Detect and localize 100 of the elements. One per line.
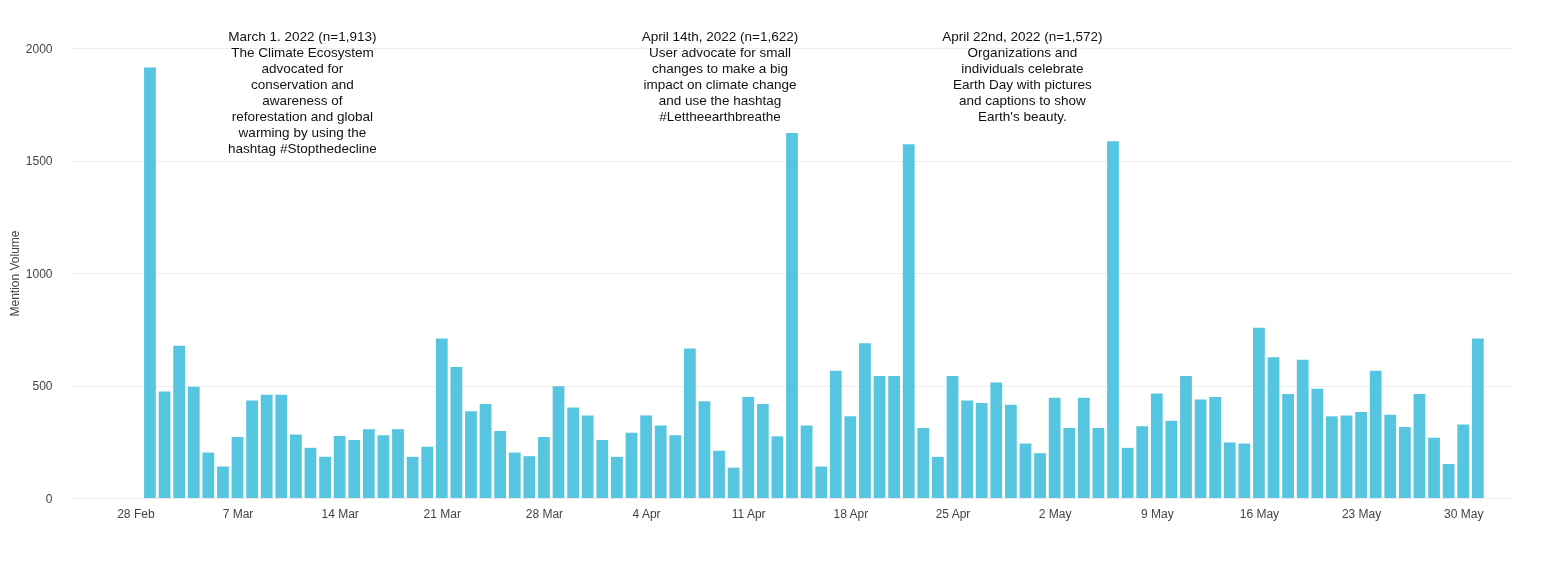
bar [1194,399,1207,498]
bar [377,435,390,498]
bar [362,429,375,498]
annotation: April 14th, 2022 (n=1,622) User advocate for small changes to make a big impact on climate change and use the hashtag #Lettheearthbreathe [641,29,799,124]
bar [1121,447,1134,498]
annotation: March 1. 2022 (n=1,913) The Climate Ecosystem advocated for conservation and awareness of reforestation and global warming by using the hashtag #Stopthedecline [228,29,377,156]
bar [596,439,609,498]
bar [567,407,579,498]
bar [158,391,171,498]
x-tick-label: 2 May [1038,506,1072,521]
bar [1355,412,1367,498]
x-tick-label: 21 Mar [423,506,461,521]
bar [713,450,725,498]
bar [173,345,186,498]
bar [1092,428,1105,498]
bar [1282,394,1294,498]
bar [698,401,711,498]
bar [421,446,434,498]
bar [450,367,463,498]
bar [479,403,492,498]
bar [1413,394,1426,498]
bar [1296,359,1309,498]
bar [1267,357,1280,498]
bar [990,382,1003,498]
y-tick-label: 500 [32,379,53,393]
bar [319,456,331,498]
bar [1340,415,1353,498]
bar [932,456,944,498]
bar [946,376,959,498]
bar [406,456,419,498]
x-tick-label: 7 Mar [222,506,254,521]
bar [552,386,565,498]
bar [348,439,361,498]
bar [494,430,507,498]
bar [683,348,696,498]
bar [844,416,857,498]
bar [290,434,302,498]
x-tick-label: 16 May [1239,506,1280,521]
bar [1326,416,1338,498]
bar [1180,376,1192,498]
bar [1165,420,1178,498]
bar [961,400,973,498]
bar [1428,437,1440,498]
bar [975,403,988,498]
bar [231,437,244,498]
bar [1311,388,1324,498]
bar [1384,414,1397,498]
y-tick-label: 1500 [25,154,53,168]
y-tick-label: 0 [45,491,53,506]
bar [1019,443,1032,498]
bar [669,435,682,498]
bar [640,415,652,498]
y-tick-label: 2000 [25,41,53,56]
bar [1063,428,1076,498]
bar [1471,338,1484,498]
bar [1442,464,1455,498]
bar [202,452,215,498]
bar [1048,397,1061,498]
y-axis-title: Mention Volume [7,230,22,317]
bar [727,467,740,498]
bar [392,429,404,498]
x-tick-label: 23 May [1341,506,1382,521]
x-tick-label: 9 May [1140,506,1174,521]
bar [859,343,871,498]
bar [888,376,901,498]
bar [1457,424,1470,498]
bar [742,396,755,498]
bar [508,452,521,498]
bar [1209,396,1222,498]
bar [1238,443,1251,498]
bar [1398,426,1411,498]
bar [581,415,594,498]
bar [275,394,288,498]
bar [902,144,915,498]
bar [917,428,930,498]
bar [611,456,623,498]
x-tick-label: 28 Feb [117,506,155,521]
bar [654,425,667,498]
bar [304,447,317,498]
x-tick-label: 4 Apr [632,506,661,521]
bar [435,338,448,498]
bar [1005,404,1017,498]
bar [829,370,842,498]
bar [815,466,828,498]
y-tick-label: 1000 [25,266,53,281]
bar [1253,327,1265,498]
bar [800,425,813,498]
bar [1223,442,1236,498]
bar [1150,393,1163,498]
annotation: April 22nd, 2022 (n=1,572) Organizations and individuals celebrate Earth Day with pictures and captions to show Earth's beauty. [942,29,1103,124]
bar [217,466,229,498]
bar [538,437,550,498]
bar [523,456,536,498]
x-tick-label: 11 Apr [731,506,766,521]
bar [1136,426,1149,498]
bar [771,436,784,498]
bar [1107,141,1119,498]
bar [1034,453,1046,498]
bar [786,133,798,498]
bar [144,67,156,498]
